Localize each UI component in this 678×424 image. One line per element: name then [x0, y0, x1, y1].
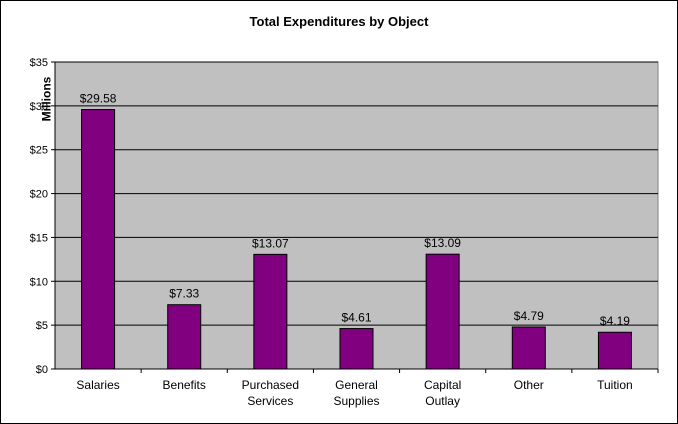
x-tick-label: General: [335, 378, 378, 392]
bar: [81, 109, 116, 370]
y-tick-label: $10: [30, 276, 48, 288]
data-label: $29.58: [80, 92, 117, 106]
y-tick-label: $30: [30, 101, 48, 113]
y-tick-label: $20: [30, 189, 48, 201]
x-tick-label: Other: [514, 378, 544, 392]
y-tick-label: $25: [30, 145, 48, 157]
x-tick-label: Benefits: [163, 378, 206, 392]
data-label: $4.61: [341, 311, 371, 325]
x-tick-label: Capital: [424, 378, 461, 392]
chart-title: Total Expenditures by Object: [249, 14, 429, 29]
x-tick-label: Outlay: [425, 394, 460, 408]
bar: [339, 328, 374, 370]
x-tick-label: Services: [247, 394, 293, 408]
plot-area: [54, 61, 659, 370]
bar: [511, 326, 546, 370]
y-tick-label: $5: [36, 320, 48, 332]
x-tick-label: Tuition: [597, 378, 633, 392]
y-tick-label: $0: [36, 364, 48, 376]
data-label: $13.09: [424, 236, 461, 250]
data-label: $13.07: [252, 236, 289, 250]
y-tick-label: $35: [30, 57, 48, 69]
x-tick-label: Purchased: [242, 378, 299, 392]
data-label: $4.79: [514, 309, 544, 323]
data-label: $4.19: [600, 314, 630, 328]
data-label: $7.33: [169, 287, 199, 301]
x-tick-label: Salaries: [76, 378, 119, 392]
x-tick-label: Supplies: [333, 394, 379, 408]
y-tick-label: $15: [30, 232, 48, 244]
bar: [253, 253, 288, 370]
bar: [425, 253, 460, 370]
bar: [597, 331, 632, 370]
bar: [167, 304, 202, 370]
